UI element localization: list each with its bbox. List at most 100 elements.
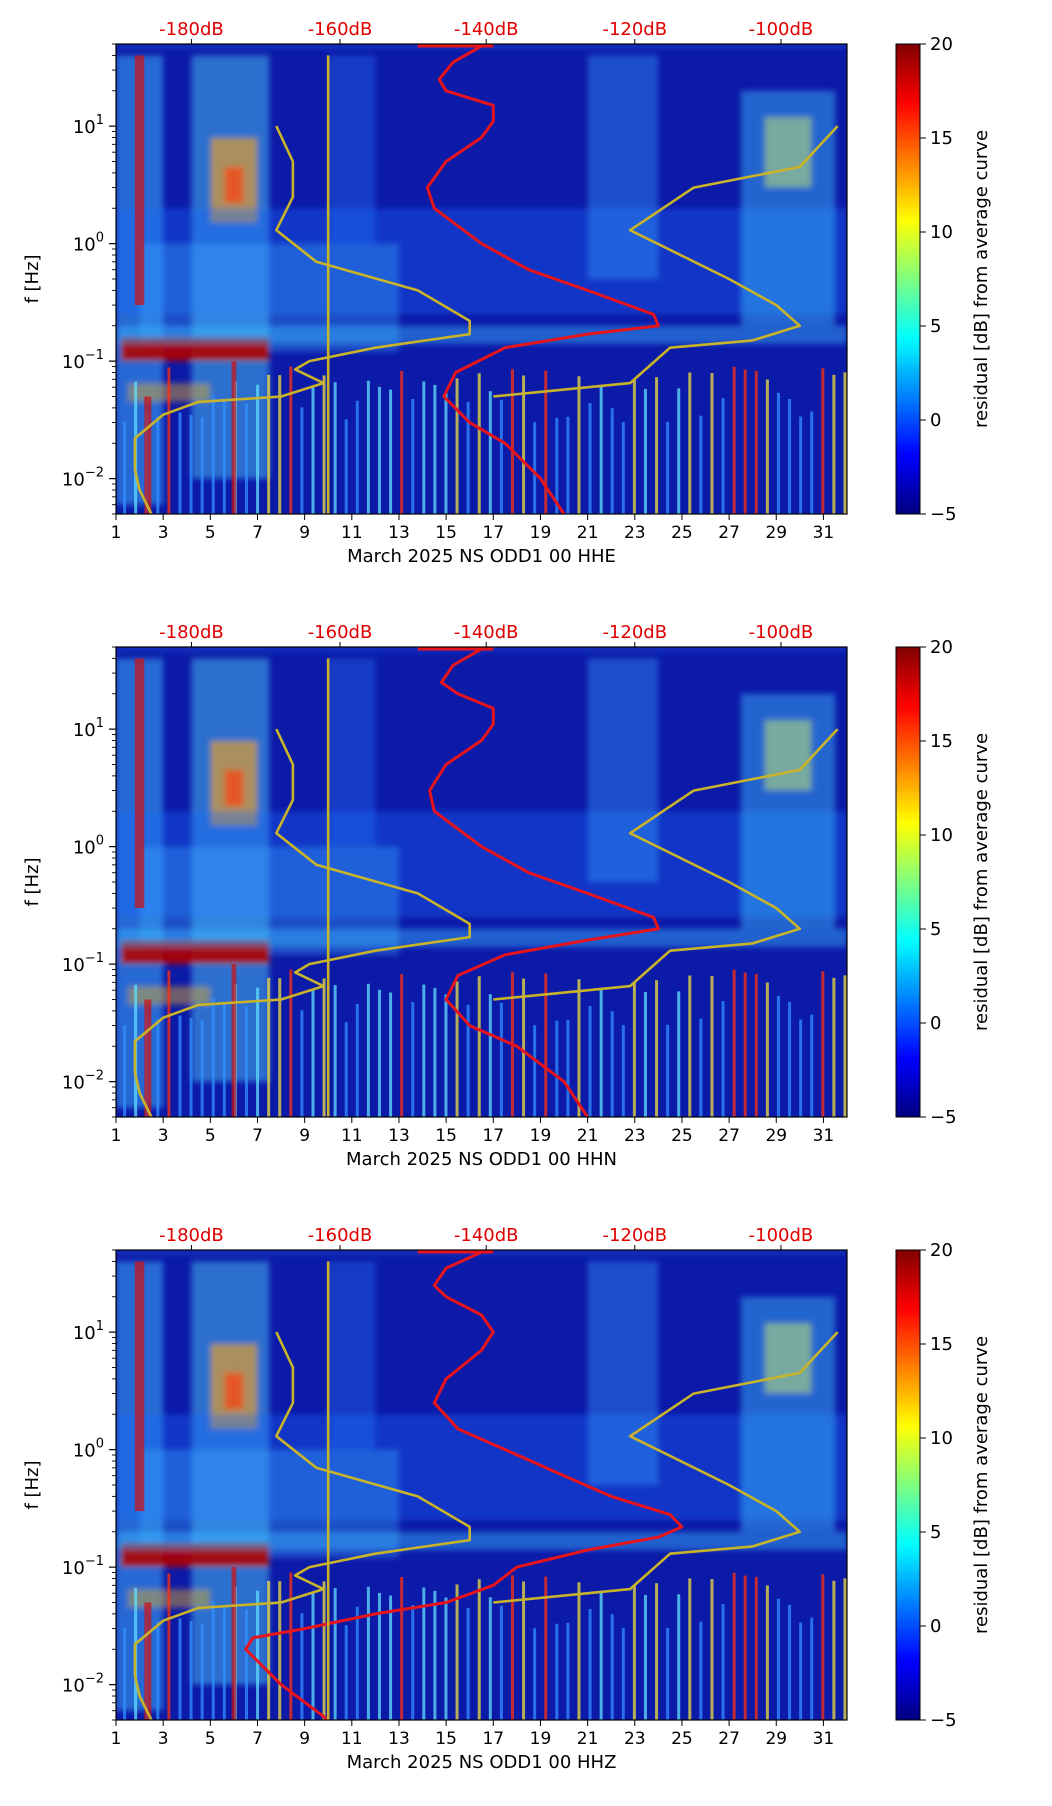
transient-streak [123, 1627, 127, 1720]
x-tick-label: 3 [158, 1729, 169, 1749]
transient-streak [189, 1018, 193, 1117]
y-tick-label: 100 [73, 1437, 104, 1462]
hot-streak [134, 55, 145, 306]
energy-region [116, 928, 847, 947]
transient-streak [499, 1002, 503, 1117]
top-db-label: -140dB [454, 622, 519, 643]
top-db-label: -120dB [602, 19, 667, 40]
transient-streak [577, 979, 581, 1117]
colorbar-tick-label: 10 [930, 825, 953, 846]
transient-streak [178, 1618, 182, 1720]
x-tick-label: 13 [388, 523, 410, 543]
colorbar [895, 646, 921, 1118]
transient-streak [322, 1581, 326, 1720]
colorbar [895, 43, 921, 515]
energy-region [224, 1372, 244, 1410]
transient-streak [455, 378, 459, 514]
colorbar-tick-label: 5 [930, 316, 941, 337]
x-tick-label: 3 [158, 523, 169, 543]
y-tick-label: 101 [73, 716, 104, 741]
colorbar-tick-label: 0 [930, 1013, 941, 1034]
transient-streak [400, 1576, 404, 1720]
transient-streak [311, 1591, 315, 1720]
y-tick-base: 10 [73, 117, 96, 138]
transient-streak [577, 1582, 581, 1720]
transient-streak [477, 373, 481, 514]
y-tick-exponent: −1 [85, 951, 104, 966]
transient-streak [278, 1581, 282, 1720]
transient-streak [400, 370, 404, 514]
transient-streak [721, 398, 725, 514]
top-db-label: -120dB [602, 1225, 667, 1246]
y-tick-exponent: −2 [85, 1672, 104, 1687]
transient-streak [743, 972, 747, 1117]
transient-streak [566, 416, 570, 514]
energy-region [587, 1261, 659, 1485]
transient-streak [666, 1024, 670, 1117]
transient-streak [632, 1585, 636, 1720]
transient-streak [599, 989, 603, 1117]
transient-streak [167, 1573, 171, 1720]
transient-streak [688, 372, 692, 514]
transient-streak [123, 1024, 127, 1117]
transient-streak [566, 1622, 570, 1720]
transient-streak [488, 1597, 492, 1720]
transient-streak [366, 1586, 370, 1720]
colorbar-tick-label: 0 [930, 1616, 941, 1637]
transient-streak [189, 1621, 193, 1720]
transient-streak [444, 391, 448, 514]
transient-streak [710, 373, 714, 514]
x-tick-label: 21 [577, 1729, 599, 1749]
y-tick-exponent: 1 [96, 113, 104, 128]
transient-streak [211, 394, 215, 514]
transient-streak [710, 1579, 714, 1720]
energy-region [328, 55, 376, 244]
y-tick-base: 10 [73, 720, 96, 741]
transient-streak [788, 1604, 792, 1720]
y-tick-base: 10 [62, 955, 85, 976]
x-tick-label: 27 [718, 1729, 740, 1749]
transient-streak [322, 375, 326, 514]
x-tick-label: 1 [111, 1729, 122, 1749]
transient-streak [178, 412, 182, 514]
y-tick-exponent: 1 [96, 716, 104, 731]
x-tick-label: 3 [158, 1126, 169, 1146]
top-db-label: -100dB [749, 1225, 814, 1246]
x-tick-label: 19 [530, 523, 552, 543]
transient-streak [344, 419, 348, 514]
x-axis-label: March 2025 NS ODD1 00 HHE [347, 546, 616, 567]
x-tick-label: 19 [530, 1729, 552, 1749]
x-tick-label: 25 [671, 523, 693, 543]
transient-streak [200, 1020, 204, 1117]
x-tick-label: 7 [252, 523, 263, 543]
colorbar-label: residual [dB] from average curve [971, 130, 992, 428]
transient-streak [577, 376, 581, 514]
energy-region [328, 1261, 376, 1450]
transient-streak [510, 369, 514, 514]
transient-streak [721, 1001, 725, 1117]
x-tick-label: 9 [299, 1729, 310, 1749]
transient-streak [821, 368, 825, 514]
transient-streak [710, 976, 714, 1117]
transient-streak [422, 1587, 426, 1720]
median-psd-curve [244, 1250, 684, 1720]
transient-streak [743, 369, 747, 514]
x-tick-label: 25 [671, 1729, 693, 1749]
hot-streak [231, 964, 237, 1117]
transient-streak [655, 1583, 659, 1720]
transient-streak [389, 992, 393, 1117]
energy-region [764, 116, 812, 188]
transient-streak [322, 978, 326, 1117]
transient-streak [377, 386, 381, 514]
transient-streak [256, 384, 260, 514]
y-tick-exponent: −2 [85, 466, 104, 481]
median-psd-curve [425, 44, 660, 514]
y-tick-label: 101 [73, 1319, 104, 1344]
transient-streak [765, 379, 769, 514]
transient-streak [244, 1609, 248, 1720]
transient-streak [389, 1595, 393, 1720]
transient-streak [477, 1579, 481, 1720]
y-tick-label: 100 [73, 834, 104, 859]
transient-streak [610, 1011, 614, 1117]
